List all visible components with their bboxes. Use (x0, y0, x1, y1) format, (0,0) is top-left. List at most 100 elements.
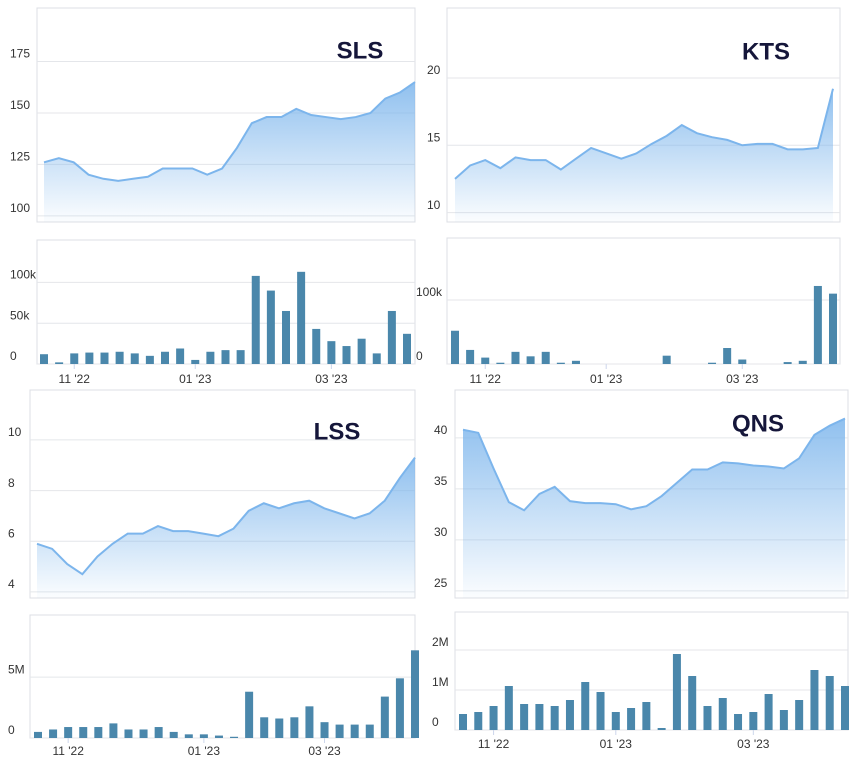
plot-frame (29, 614, 416, 739)
volume-bar (723, 348, 732, 364)
y-tick-label: 5M (8, 662, 25, 676)
x-tick-label: 01 '23 (600, 737, 633, 751)
y-tick-label: 175 (10, 47, 30, 61)
plot-frame (446, 237, 841, 365)
x-tick-label: 03 '23 (726, 372, 759, 386)
volume-bar (541, 351, 550, 364)
volume-bar (184, 734, 193, 738)
price-area (37, 457, 415, 598)
volume-bar (372, 353, 381, 364)
volume-bar (708, 362, 717, 364)
y-tick-label: 0 (10, 349, 17, 363)
volume-bar (161, 351, 169, 364)
y-tick-label: 35 (434, 474, 448, 488)
x-tick-label: 11 '22 (59, 372, 91, 386)
volume-bar (496, 362, 505, 364)
volume-bar (139, 729, 148, 738)
volume-bar (176, 348, 185, 364)
x-tick-label: 01 '23 (188, 744, 221, 758)
y-tick-label: 100 (10, 201, 30, 215)
volume-bar (795, 700, 804, 730)
volume-bar (657, 728, 666, 730)
volume-bar (85, 352, 94, 364)
volume-bar (489, 706, 498, 730)
y-tick-label: 100k (416, 285, 443, 299)
volume-bar (100, 352, 109, 364)
volume-bar (199, 734, 208, 738)
volume-bar (335, 724, 344, 738)
volume-bar (466, 349, 475, 364)
y-tick-label: 1M (432, 675, 449, 689)
chart-title: QNS (732, 410, 784, 437)
price-line (462, 417, 846, 512)
volume-bar (94, 727, 103, 738)
y-tick-label: 100k (10, 268, 37, 282)
volume-bar (596, 692, 605, 730)
volume-bar (342, 346, 351, 364)
volume-bar (825, 676, 834, 730)
volume-bar (511, 351, 520, 364)
volume-bar (49, 729, 58, 738)
y-tick-label: 8 (8, 476, 15, 490)
volume-bar (535, 704, 544, 730)
volume-bar (124, 729, 133, 738)
volume-bar (282, 310, 290, 364)
x-tick-label: 03 '23 (315, 372, 348, 386)
y-tick-label: 150 (10, 98, 30, 112)
volume-bar (55, 362, 64, 364)
volume-bar (312, 328, 321, 364)
y-tick-label: 10 (8, 425, 22, 439)
volume-bar (565, 700, 574, 730)
y-tick-label: 15 (427, 130, 441, 144)
volume-bar (221, 350, 230, 364)
y-tick-label: 2M (432, 635, 449, 649)
volume-bar (642, 702, 651, 730)
price-line (43, 81, 416, 182)
chart-title: LSS (314, 418, 361, 445)
volume-bar (297, 271, 306, 364)
x-tick-label: 01 '23 (590, 372, 623, 386)
volume-bar (738, 359, 747, 364)
y-tick-label: 25 (434, 576, 448, 590)
volume-bar (764, 694, 773, 730)
volume-bar (688, 676, 697, 730)
volume-bar (581, 682, 590, 730)
volume-bar (320, 722, 329, 738)
volume-bar (520, 704, 529, 730)
volume-bar (411, 650, 419, 738)
volume-bar (718, 698, 727, 730)
volume-bar (130, 353, 139, 364)
y-tick-label: 0 (416, 349, 423, 363)
price-area (463, 418, 845, 598)
y-tick-label: 125 (10, 150, 30, 164)
price-line (454, 88, 834, 180)
plot-frame (454, 611, 849, 731)
volume-bar (481, 357, 490, 364)
volume-bar (829, 293, 837, 364)
volume-bar (266, 290, 275, 364)
volume-bar (387, 310, 396, 364)
volume-bar (275, 718, 284, 738)
volume-bar (305, 706, 314, 738)
volume-bar (395, 678, 404, 738)
y-tick-label: 6 (8, 526, 15, 540)
volume-bar (779, 710, 788, 730)
volume-bar (145, 355, 154, 364)
volume-bar (230, 736, 239, 738)
volume-bar (236, 350, 245, 364)
volume-bar (703, 706, 712, 730)
volume-bar (380, 696, 389, 738)
volume-bar (783, 362, 792, 364)
volume-bar (459, 714, 467, 730)
volume-bar (34, 731, 42, 738)
volume-bar (40, 354, 48, 364)
volume-bar (474, 712, 483, 730)
volume-bar (672, 654, 681, 730)
x-tick-label: 11 '22 (478, 737, 510, 751)
x-tick-label: 11 '22 (52, 744, 84, 758)
x-tick-label: 11 '22 (470, 372, 502, 386)
price-line (36, 457, 416, 576)
y-tick-label: 50k (10, 308, 30, 322)
volume-bar (327, 341, 336, 364)
